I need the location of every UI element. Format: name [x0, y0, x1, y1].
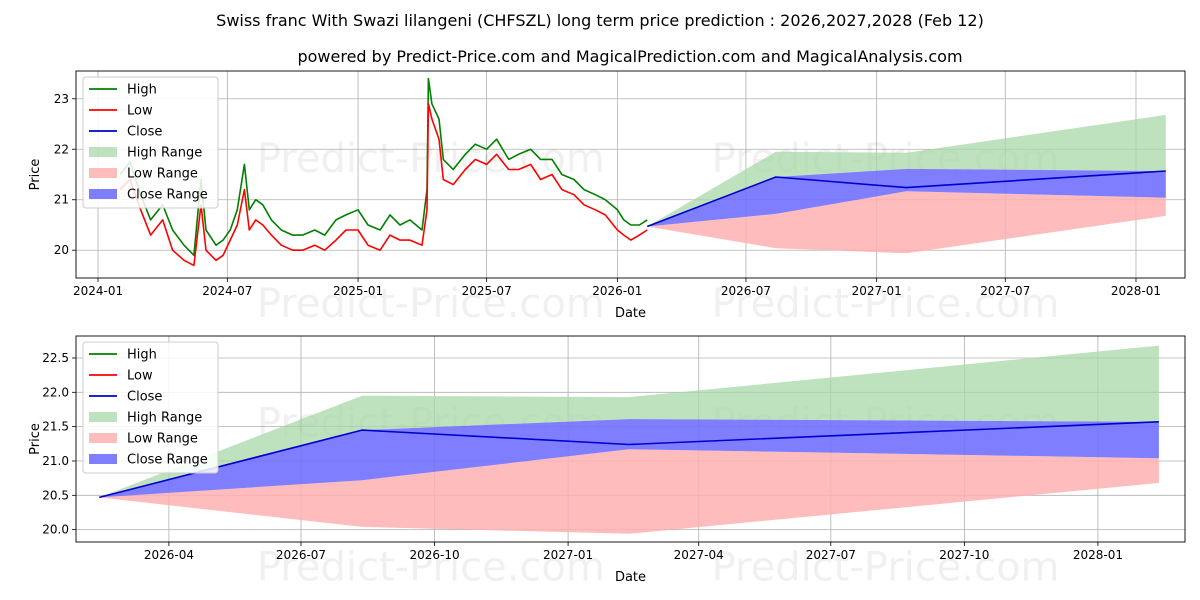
bottom-y-tick-label-1: 20.5 [42, 488, 69, 502]
top-legend-label-2: Close [127, 125, 162, 140]
top-legend-swatch-3 [89, 147, 117, 157]
bottom-legend-label-2: Close [127, 390, 162, 405]
top-y-tick-label-0: 20 [54, 243, 69, 257]
bottom-x-tick-label-3: 2027-01 [543, 548, 593, 562]
bottom-y-tick-label-0: 20.0 [42, 523, 69, 537]
top-plot-area [119, 77, 1166, 267]
top-legend-label-1: Low [127, 104, 153, 119]
bottom-legend-label-1: Low [127, 369, 153, 384]
top-close-range-band [647, 168, 1166, 227]
top-x-tick-label-0: 2024-01 [73, 284, 123, 298]
top-x-tick-label-2: 2025-01 [333, 284, 383, 298]
top-x-axis-label: Date [615, 306, 646, 321]
top-legend-label-4: Low Range [127, 167, 198, 182]
bottom-x-tick-label-6: 2027-10 [939, 548, 989, 562]
bottom-watermark-3: Predict-Price.com [712, 545, 1060, 591]
bottom-x-tick-label-2: 2026-10 [409, 548, 459, 562]
top-legend-label-3: High Range [127, 146, 202, 161]
top-x-tick-label-3: 2025-07 [462, 284, 512, 298]
bottom-legend-label-0: High [127, 348, 157, 363]
top-y-tick-label-3: 23 [54, 92, 69, 106]
top-x-tick-label-4: 2026-01 [592, 284, 642, 298]
bottom-legend-swatch-3 [89, 412, 117, 422]
bottom-y-tick-label-4: 22.0 [42, 385, 69, 399]
top-legend-swatch-4 [89, 168, 117, 178]
bottom-plot-area [99, 345, 1159, 534]
bottom-legend-label-5: Close Range [127, 453, 208, 468]
top-low-range-band [647, 191, 1166, 254]
bottom-legend-swatch-5 [89, 454, 117, 464]
top-high-series-line [119, 77, 648, 257]
chart-title: Swiss franc With Swazi lilangeni (CHFSZL… [216, 11, 984, 30]
bottom-y-tick-label-2: 21.0 [42, 454, 69, 468]
bottom-x-tick-label-0: 2026-04 [144, 548, 194, 562]
bottom-legend-label-4: Low Range [127, 432, 198, 447]
top-legend-label-5: Close Range [127, 188, 208, 203]
bottom-x-tick-label-5: 2027-07 [806, 548, 856, 562]
top-high-range-band [647, 114, 1166, 227]
top-x-tick-label-6: 2027-01 [852, 284, 902, 298]
bottom-legend-label-3: High Range [127, 411, 202, 426]
bottom-low-range-band [99, 449, 1159, 534]
bottom-x-tick-label-4: 2027-04 [674, 548, 724, 562]
top-watermark-3: Predict-Price.com [712, 281, 1060, 327]
top-close-forecast-line [646, 170, 1166, 228]
top-legend-label-0: High [127, 83, 157, 98]
top-y-axis-label: Price [28, 159, 43, 191]
bottom-high-range-band [99, 345, 1159, 498]
bottom-close-range-band [99, 419, 1159, 498]
bottom-x-tick-label-1: 2026-07 [276, 548, 326, 562]
bottom-x-axis-label: Date [615, 570, 646, 585]
top-x-tick-label-8: 2028-01 [1111, 284, 1161, 298]
bottom-y-tick-label-5: 22.5 [42, 351, 69, 365]
bottom-close-forecast-line [99, 421, 1159, 499]
top-y-tick-label-1: 21 [54, 193, 69, 207]
chart-subtitle: powered by Predict-Price.com and Magical… [297, 47, 962, 66]
bottom-y-axis-label: Price [28, 423, 43, 455]
top-watermark-2: Predict-Price.com [257, 281, 605, 327]
top-legend-swatch-5 [89, 189, 117, 199]
top-x-tick-label-7: 2027-07 [980, 284, 1030, 298]
bottom-y-tick-label-3: 21.5 [42, 420, 69, 434]
top-panel: 2024-01 2024-07 2025-01 2025-07 2026-01 2026-… [28, 70, 1186, 327]
top-y-tick-label-2: 22 [54, 142, 69, 156]
top-axes-frame [75, 70, 1186, 279]
top-low-series-line [119, 103, 648, 267]
bottom-axes-frame [75, 335, 1186, 543]
bottom-legend-swatch-4 [89, 433, 117, 443]
top-x-tick-label-5: 2026-07 [721, 284, 771, 298]
top-x-tick-label-1: 2024-07 [202, 284, 252, 298]
bottom-panel: 2026-04 2026-07 2026-10 2027-01 2027-04 2027-… [28, 335, 1186, 591]
bottom-watermark-2: Predict-Price.com [257, 545, 605, 591]
bottom-x-tick-label-7: 2028-01 [1073, 548, 1123, 562]
